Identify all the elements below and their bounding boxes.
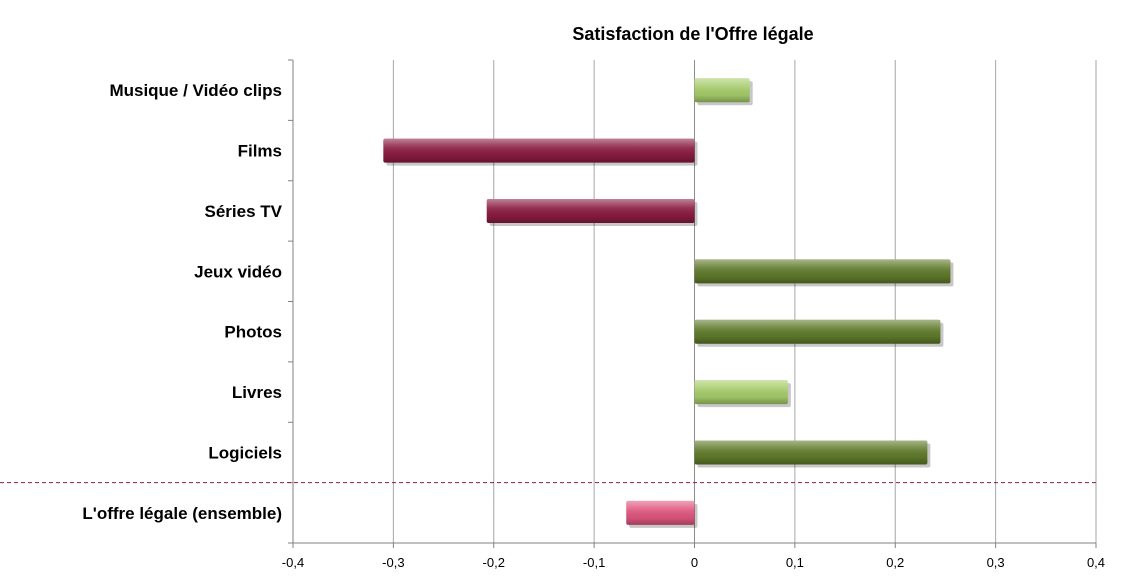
x-tick-label-0: -0,4: [282, 555, 304, 570]
x-tick-label-1: -0,3: [382, 555, 404, 570]
x-tick-label-7: 0,3: [987, 555, 1005, 570]
category-label-7: L'offre légale (ensemble): [82, 504, 282, 523]
x-tick-label-6: 0,2: [886, 555, 904, 570]
x-tick-labels: -0,4 -0,3 -0,2 -0,1 0 0,1 0,2 0,3 0,4: [282, 555, 1105, 570]
x-tick-label-8: 0,4: [1087, 555, 1105, 570]
bar-highlight-7: [626, 500, 695, 525]
x-tick-label-3: -0,1: [583, 555, 605, 570]
category-label-0: Musique / Vidéo clips: [109, 81, 282, 100]
category-label-5: Livres: [232, 383, 282, 402]
category-label-3: Jeux vidéo: [194, 262, 282, 281]
x-tick-label-2: -0,2: [483, 555, 505, 570]
bar-highlight-4: [694, 319, 941, 344]
bar-highlight-1: [383, 138, 695, 163]
bar-highlight-5: [694, 380, 788, 405]
chart-title: Satisfaction de l'Offre légale: [572, 24, 813, 44]
category-label-1: Films: [238, 142, 282, 161]
category-label-4: Photos: [224, 323, 282, 342]
bar-highlight-2: [486, 198, 695, 223]
x-tick-label-4: 0: [691, 555, 698, 570]
category-label-6: Logiciels: [208, 443, 282, 462]
bar-highlight-0: [694, 78, 750, 103]
category-label-2: Séries TV: [205, 202, 283, 221]
x-tick-label-5: 0,1: [786, 555, 804, 570]
bar-highlight-3: [694, 259, 951, 284]
category-labels: Musique / Vidéo clips Films Séries TV Jeux …: [82, 81, 282, 523]
bars: [383, 78, 954, 528]
bar-highlight-6: [694, 440, 928, 465]
axes: [0, 59, 1097, 548]
